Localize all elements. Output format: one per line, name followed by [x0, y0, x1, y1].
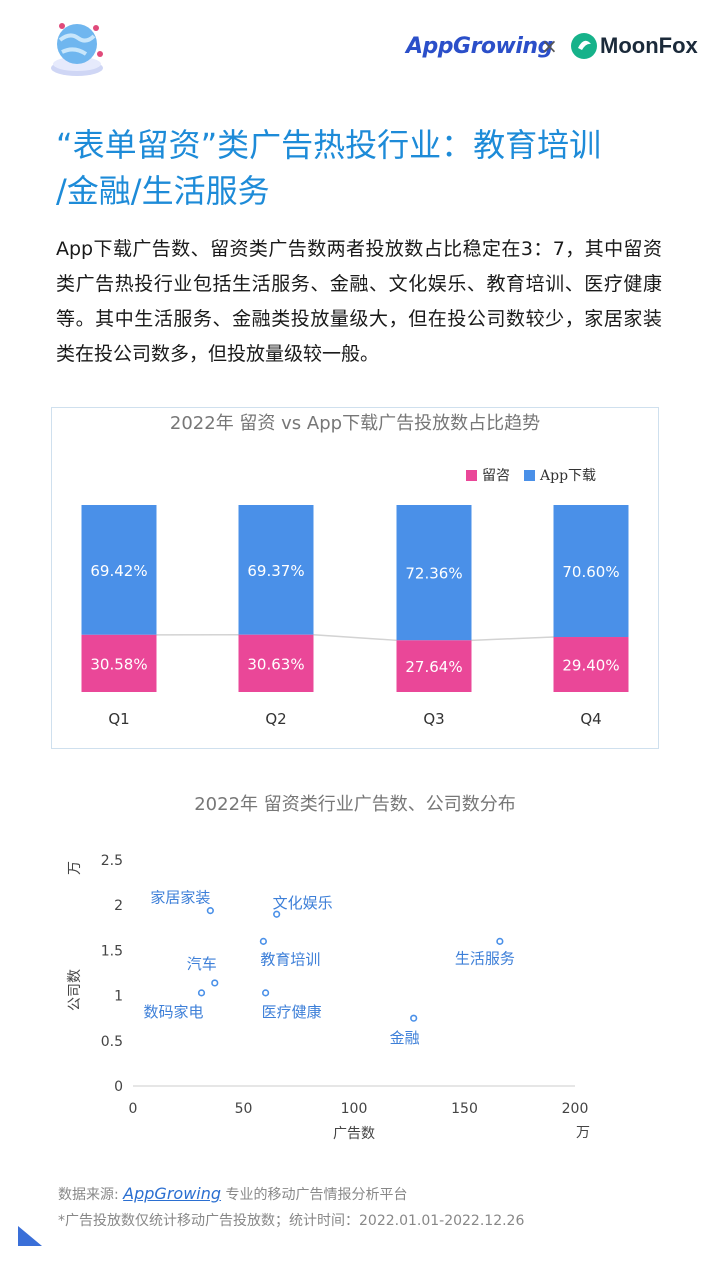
y-tick-1: 1	[114, 989, 123, 1005]
point-label-1: 文化娱乐	[273, 894, 333, 912]
x-tick-100: 100	[341, 1101, 368, 1117]
y-axis-label: 公司数	[67, 969, 83, 1011]
point-label-3: 生活服务	[455, 949, 515, 967]
point-5	[197, 989, 206, 997]
legend-swatch-liuzi	[466, 469, 477, 481]
point-label-0: 家居家装	[150, 889, 210, 907]
point-label-6: 医疗健康	[262, 1003, 322, 1021]
footer-source: 数据来源: AppGrowing 专业的移动广告情报分析平台	[58, 1184, 407, 1204]
corner-triangle	[18, 1226, 42, 1246]
y-tick-2.5: 2.5	[101, 853, 123, 869]
legend-item-app: App下载	[524, 465, 596, 485]
footer-source-link[interactable]: AppGrowing	[123, 1184, 222, 1203]
globe-icon	[51, 23, 103, 76]
x-tick-150: 150	[451, 1101, 478, 1117]
y-tick-2: 2	[114, 898, 123, 914]
footer-source-suffix: 专业的移动广告情报分析平台	[221, 1187, 408, 1203]
brand-moonfox: MoonFox	[600, 33, 698, 58]
page-title: “表单留资”类广告热投行业：教育培训 /金融/生活服务	[56, 122, 676, 214]
y-tick-0.5: 0.5	[101, 1034, 123, 1050]
chart1-legend: 留咨 App下载	[466, 465, 610, 485]
point-label-5: 数码家电	[144, 1003, 204, 1021]
x-axis-label: 广告数	[333, 1126, 375, 1142]
moonfox-icon	[571, 33, 597, 59]
point-7	[410, 1014, 418, 1022]
point-1	[273, 910, 281, 918]
point-3	[496, 937, 504, 945]
footer-source-prefix: 数据来源:	[58, 1187, 124, 1203]
point-6	[262, 989, 270, 997]
point-label-4: 汽车	[187, 955, 217, 973]
y-tick-1.5: 1.5	[101, 943, 123, 959]
point-2	[259, 937, 267, 945]
stacked-bar-chart: 2022年 留资 vs App下载广告投放数占比趋势	[51, 407, 659, 749]
brand-appgrowing: AppGrowing	[406, 33, 553, 59]
y-tick-0: 0	[114, 1079, 123, 1095]
brand-separator: ×	[541, 34, 558, 58]
legend-swatch-app	[524, 469, 535, 481]
chart1-title: 2022年 留资 vs App下载广告投放数占比趋势	[169, 413, 541, 434]
chart2-title: 2022年 留资类行业广告数、公司数分布	[194, 794, 516, 815]
point-label-2: 教育培训	[260, 950, 320, 968]
x-tick-50: 50	[235, 1101, 253, 1117]
legend-item-liuzi: 留咨	[466, 465, 510, 485]
y-axis-unit: 万	[67, 861, 83, 875]
page-title-line2: /金融/生活服务	[56, 172, 270, 210]
x-axis-unit: 万	[576, 1125, 590, 1141]
legend-label-liuzi: 留咨	[482, 468, 510, 484]
point-label-7: 金融	[390, 1029, 420, 1047]
footer-note: *广告投放数仅统计移动广告投放数；统计时间：2022.01.01-2022.12…	[58, 1213, 525, 1229]
point-4	[211, 979, 219, 987]
description: App下载广告数、留资类广告数两者投放数占比稳定在3：7，其中留资类广告热投行业…	[56, 238, 662, 365]
page-title-line1: “表单留资”类广告热投行业：教育培训	[56, 126, 602, 164]
point-0	[206, 907, 214, 915]
legend-label-app: App下载	[540, 468, 597, 484]
x-tick-0: 0	[129, 1101, 138, 1117]
x-tick-200: 200	[562, 1101, 589, 1117]
